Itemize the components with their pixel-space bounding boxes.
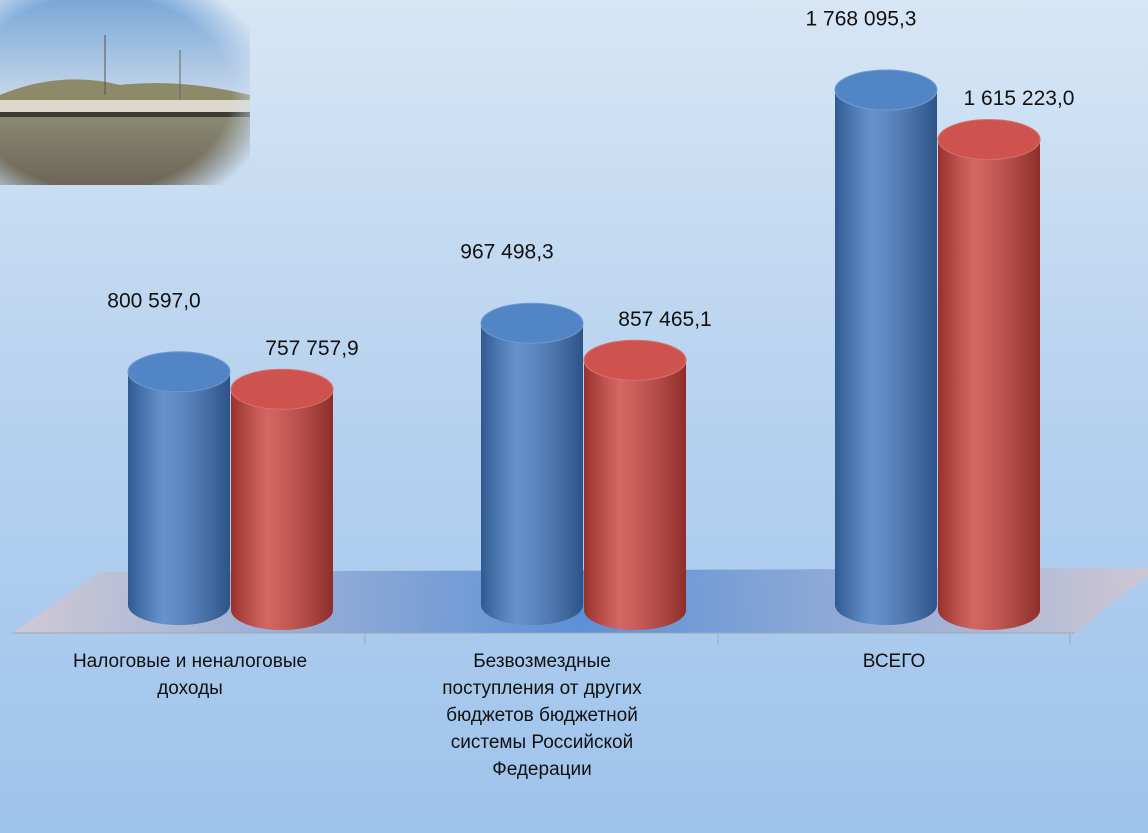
cylinder-top [231,369,333,409]
cylinder-top [584,340,686,380]
value-label: 1 615 223,0 [964,87,1075,110]
cylinder-shade [835,90,937,625]
x-tick-label: ВСЕГО [774,648,1014,675]
cylinder-shade [938,140,1040,630]
cylinder-top [128,352,230,392]
cylinder-top [835,70,937,110]
slide: 800 597,0 757 757,9 967 498,3 857 465,1 1 76… [0,0,1148,833]
value-label: 967 498,3 [460,241,553,264]
cylinder-shade [128,372,230,625]
photo [0,0,250,185]
value-label: 857 465,1 [618,308,711,331]
cylinder-top [481,303,583,343]
value-label: 757 757,9 [265,337,358,360]
cylinder-top [938,120,1040,160]
cylinder-shade [231,389,333,630]
value-label: 800 597,0 [107,289,200,312]
value-label: 1 768 095,3 [806,8,917,31]
dividers [365,633,1070,645]
x-tick-label: Безвозмездные поступления от других бюдж… [422,648,662,783]
cylinder-shade [481,323,583,625]
x-tick-label: Налоговые и неналоговые доходы [70,648,310,702]
cylinder-shade [584,360,686,630]
